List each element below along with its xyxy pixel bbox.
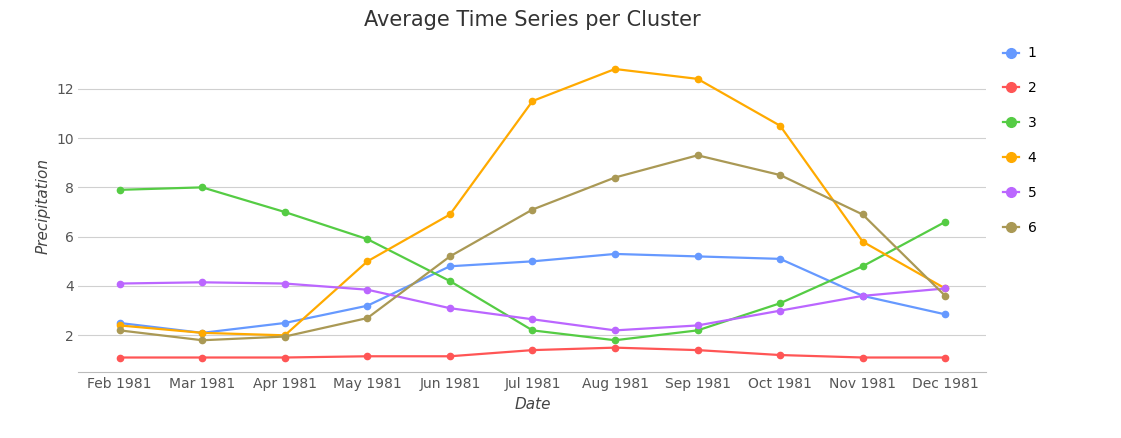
X-axis label: Date: Date	[515, 397, 550, 412]
4	[856, 239, 870, 244]
1	[526, 259, 539, 264]
3	[526, 328, 539, 333]
1	[361, 303, 374, 308]
3	[361, 237, 374, 242]
4	[691, 76, 704, 81]
5	[856, 293, 870, 298]
4	[113, 323, 127, 328]
2	[443, 353, 456, 359]
2	[526, 347, 539, 353]
2	[609, 345, 622, 350]
2	[856, 355, 870, 360]
1	[278, 320, 291, 325]
3	[938, 219, 952, 225]
2	[773, 353, 787, 358]
5	[361, 287, 374, 292]
6	[278, 334, 291, 339]
6	[195, 338, 209, 343]
6	[691, 153, 704, 158]
3	[278, 209, 291, 215]
Title: Average Time Series per Cluster: Average Time Series per Cluster	[364, 10, 701, 29]
4	[443, 212, 456, 217]
1	[609, 251, 622, 257]
4	[278, 333, 291, 338]
2	[195, 355, 209, 360]
Y-axis label: Precipitation: Precipitation	[36, 158, 50, 254]
Line: 1: 1	[117, 251, 948, 336]
4	[195, 330, 209, 336]
6	[526, 207, 539, 212]
Line: 2: 2	[117, 345, 948, 360]
5	[443, 306, 456, 311]
1	[443, 264, 456, 269]
5	[938, 286, 952, 291]
6	[609, 175, 622, 180]
6	[938, 293, 952, 298]
Line: 5: 5	[117, 279, 948, 333]
3	[691, 328, 704, 333]
1	[856, 293, 870, 298]
Line: 4: 4	[117, 66, 948, 339]
1	[773, 256, 787, 261]
1	[938, 312, 952, 317]
6	[773, 173, 787, 178]
5	[526, 317, 539, 322]
2	[278, 355, 291, 360]
2	[361, 353, 374, 359]
3	[773, 300, 787, 306]
3	[609, 338, 622, 343]
Line: 6: 6	[117, 152, 948, 343]
3	[856, 264, 870, 269]
1	[195, 330, 209, 336]
6	[856, 212, 870, 217]
5	[773, 308, 787, 313]
4	[773, 123, 787, 128]
4	[609, 67, 622, 72]
3	[195, 185, 209, 190]
2	[113, 355, 127, 360]
1	[691, 254, 704, 259]
2	[938, 355, 952, 360]
3	[113, 187, 127, 192]
Line: 3: 3	[117, 184, 948, 343]
6	[443, 254, 456, 259]
4	[361, 259, 374, 264]
Legend: 1, 2, 3, 4, 5, 6: 1, 2, 3, 4, 5, 6	[1002, 46, 1037, 234]
4	[526, 99, 539, 104]
5	[609, 328, 622, 333]
6	[361, 315, 374, 321]
5	[278, 281, 291, 286]
3	[443, 279, 456, 284]
6	[113, 328, 127, 333]
5	[691, 323, 704, 328]
2	[691, 347, 704, 353]
1	[113, 320, 127, 325]
5	[195, 280, 209, 285]
5	[113, 281, 127, 286]
4	[938, 286, 952, 291]
